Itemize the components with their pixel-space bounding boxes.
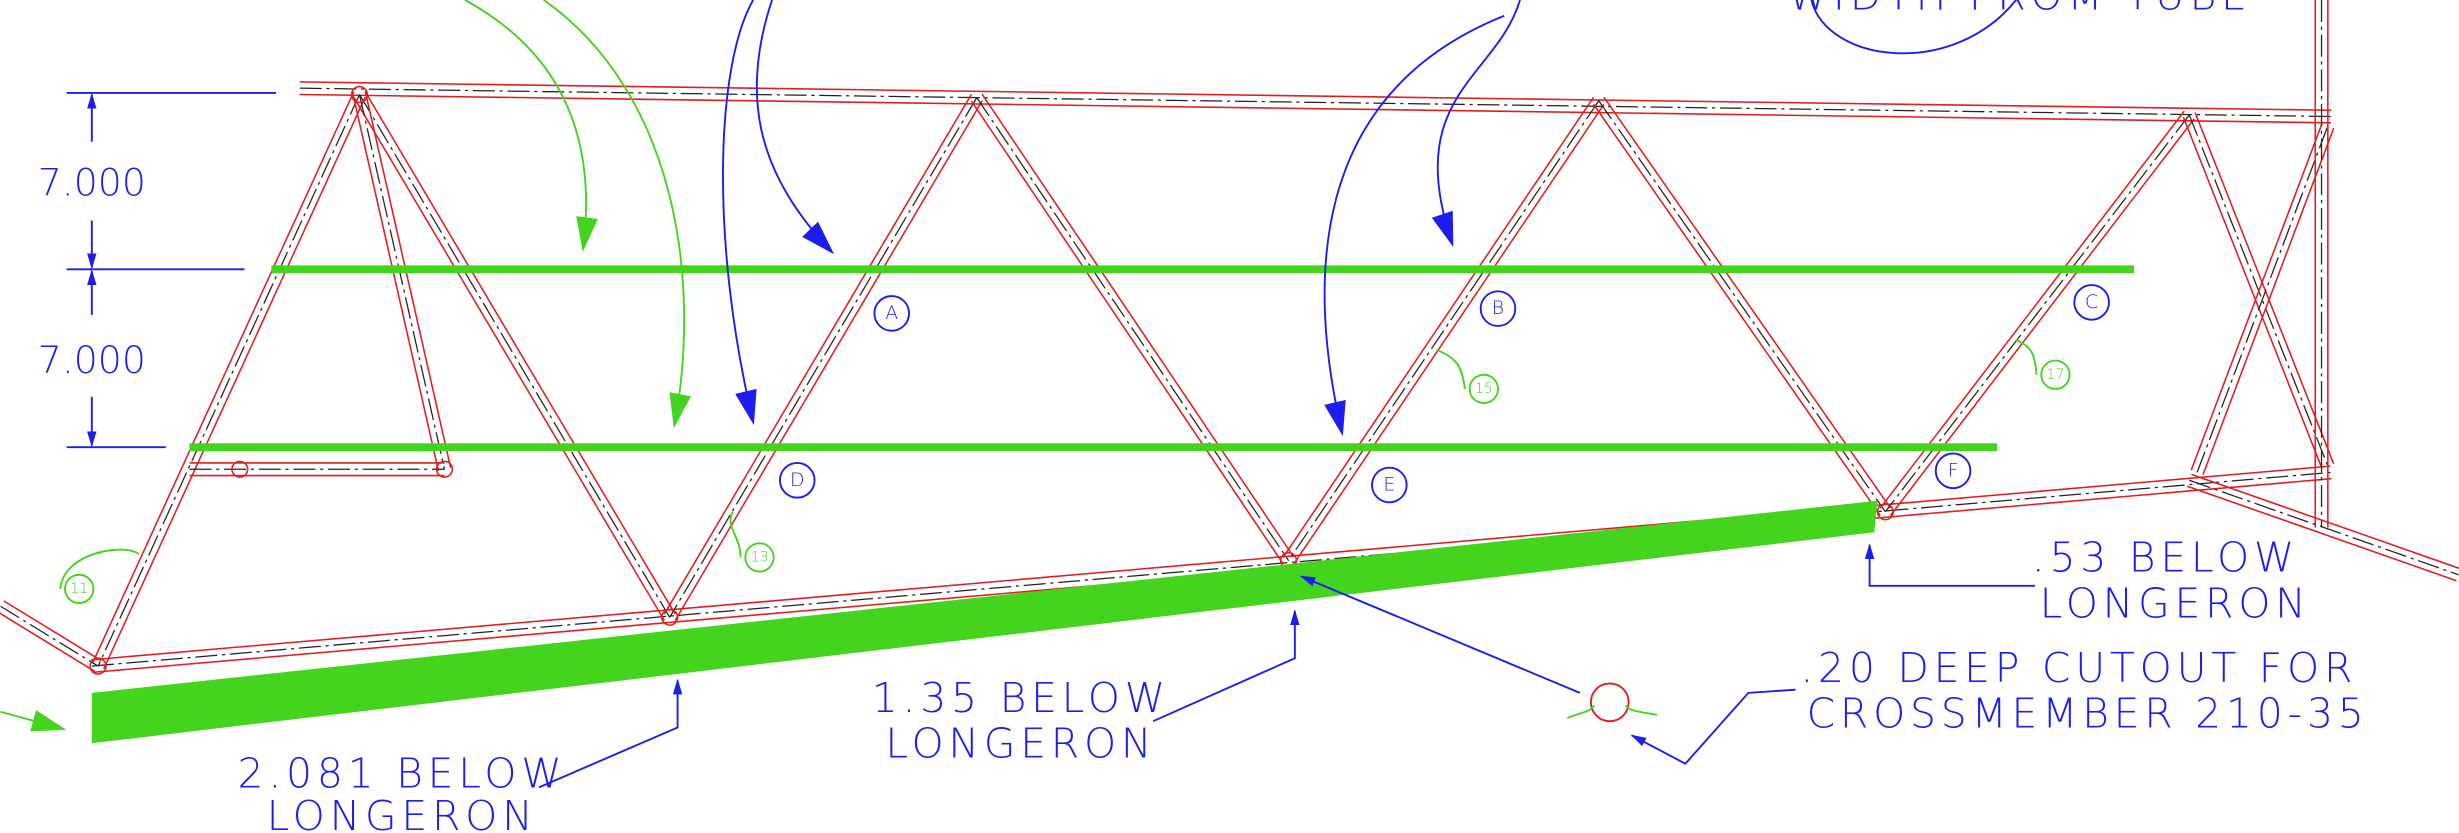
member-edge <box>2203 128 2334 474</box>
station-label: C <box>2085 291 2098 313</box>
part-label: 11 <box>70 581 88 597</box>
member-edge <box>1594 104 1881 515</box>
member-edge <box>353 96 438 471</box>
note: 2.081 BELOW <box>238 749 567 797</box>
member-center <box>670 98 977 618</box>
member-edge <box>91 466 2330 660</box>
member-edge <box>1890 119 2194 516</box>
drawing: 7.000 7.000 WIDTH FROM TUBE A B C D E F 11 13 15… <box>0 0 2459 833</box>
header-note: WIDTH FROM TUBE <box>1788 0 2252 19</box>
station-label: E <box>1383 473 1395 495</box>
member-edge <box>972 101 1284 564</box>
member-center <box>300 88 2331 116</box>
member-center <box>0 606 98 666</box>
station-label: A <box>885 302 898 324</box>
member-center <box>977 98 1289 561</box>
strip <box>189 443 1997 451</box>
note: 1.35 BELOW <box>872 674 1170 722</box>
note: LONGERON <box>2040 579 2311 627</box>
leaders <box>723 0 2016 433</box>
part-label: 17 <box>2046 367 2064 383</box>
dimension: 7.000 <box>38 338 146 382</box>
part-label: 15 <box>1475 381 1493 397</box>
member-edge <box>664 94 971 614</box>
member-edge <box>300 94 2331 122</box>
note: LONGERON <box>885 719 1156 767</box>
strip <box>271 265 2134 273</box>
station-label: F <box>1948 459 1959 481</box>
member-edge <box>0 612 95 672</box>
note: .53 BELOW <box>2032 534 2299 582</box>
station-label: B <box>1492 297 1504 319</box>
member-center <box>2197 126 2328 472</box>
member-edge <box>982 94 1294 557</box>
dimension: 7.000 <box>38 160 146 204</box>
member-center <box>359 94 444 469</box>
dimension-lines <box>67 93 276 447</box>
member-center <box>1885 115 2189 512</box>
member-edge <box>1294 104 1604 564</box>
member-edge <box>300 82 2331 110</box>
member-edge <box>675 101 982 621</box>
station-label: D <box>790 469 805 491</box>
member-center <box>1289 101 1599 561</box>
member-edge <box>354 98 664 621</box>
member-edge <box>366 93 451 468</box>
cutout-symbol <box>1567 683 1657 721</box>
member-center <box>359 94 669 617</box>
part-label: 13 <box>750 549 768 565</box>
note: CROSSMEMBER 210-35 <box>1807 689 2369 737</box>
member-edge <box>4 601 102 661</box>
note: .20 DEEP CUTOUT FOR <box>1800 644 2357 692</box>
member-edge <box>2183 117 2322 468</box>
member-center <box>92 472 2331 666</box>
note: LONGERON <box>267 792 538 833</box>
